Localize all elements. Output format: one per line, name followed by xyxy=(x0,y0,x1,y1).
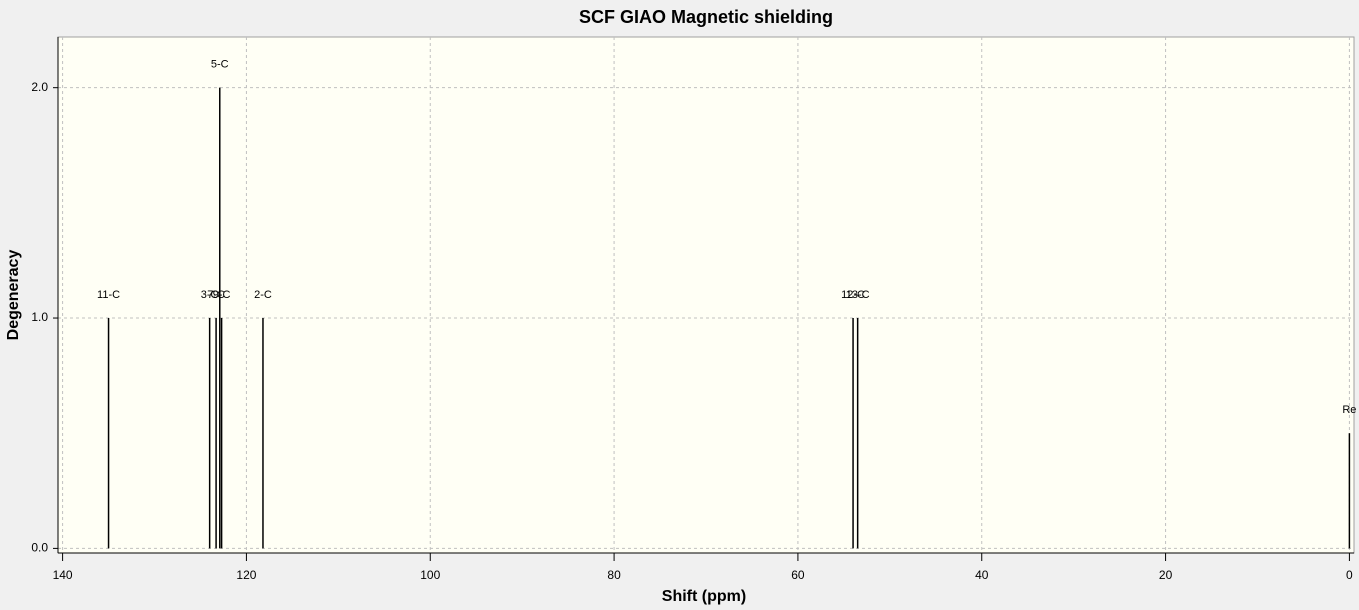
peak-label: 13-C xyxy=(846,289,870,301)
y-tick-label: 1.0 xyxy=(31,310,48,324)
x-axis-label: Shift (ppm) xyxy=(662,588,746,605)
x-tick-label: 140 xyxy=(53,568,73,582)
x-tick-label: 120 xyxy=(236,568,256,582)
x-tick-label: 80 xyxy=(607,568,621,582)
x-tick-label: 40 xyxy=(975,568,989,582)
peak-label: 3-C xyxy=(201,289,219,301)
chart-title: SCF GIAO Magnetic shielding xyxy=(579,7,833,27)
peak-label: 5-C xyxy=(211,59,229,71)
y-tick-label: 0.0 xyxy=(31,541,48,555)
x-tick-label: 60 xyxy=(791,568,805,582)
plot-area xyxy=(57,36,1355,554)
x-tick-label: 20 xyxy=(1159,568,1173,582)
y-axis-label: Degeneracy xyxy=(5,250,22,341)
y-tick-label: 2.0 xyxy=(31,80,48,94)
x-tick-label: 0 xyxy=(1346,568,1353,582)
peak-label: 7-C xyxy=(207,289,225,301)
x-tick-label: 100 xyxy=(420,568,440,582)
peak-label: Re xyxy=(1342,404,1356,416)
peak-label: 12-C xyxy=(841,289,865,301)
peak-label: 2-C xyxy=(254,289,272,301)
peak-label: 11-C xyxy=(97,289,120,301)
peak-label: 9-C xyxy=(213,289,231,301)
